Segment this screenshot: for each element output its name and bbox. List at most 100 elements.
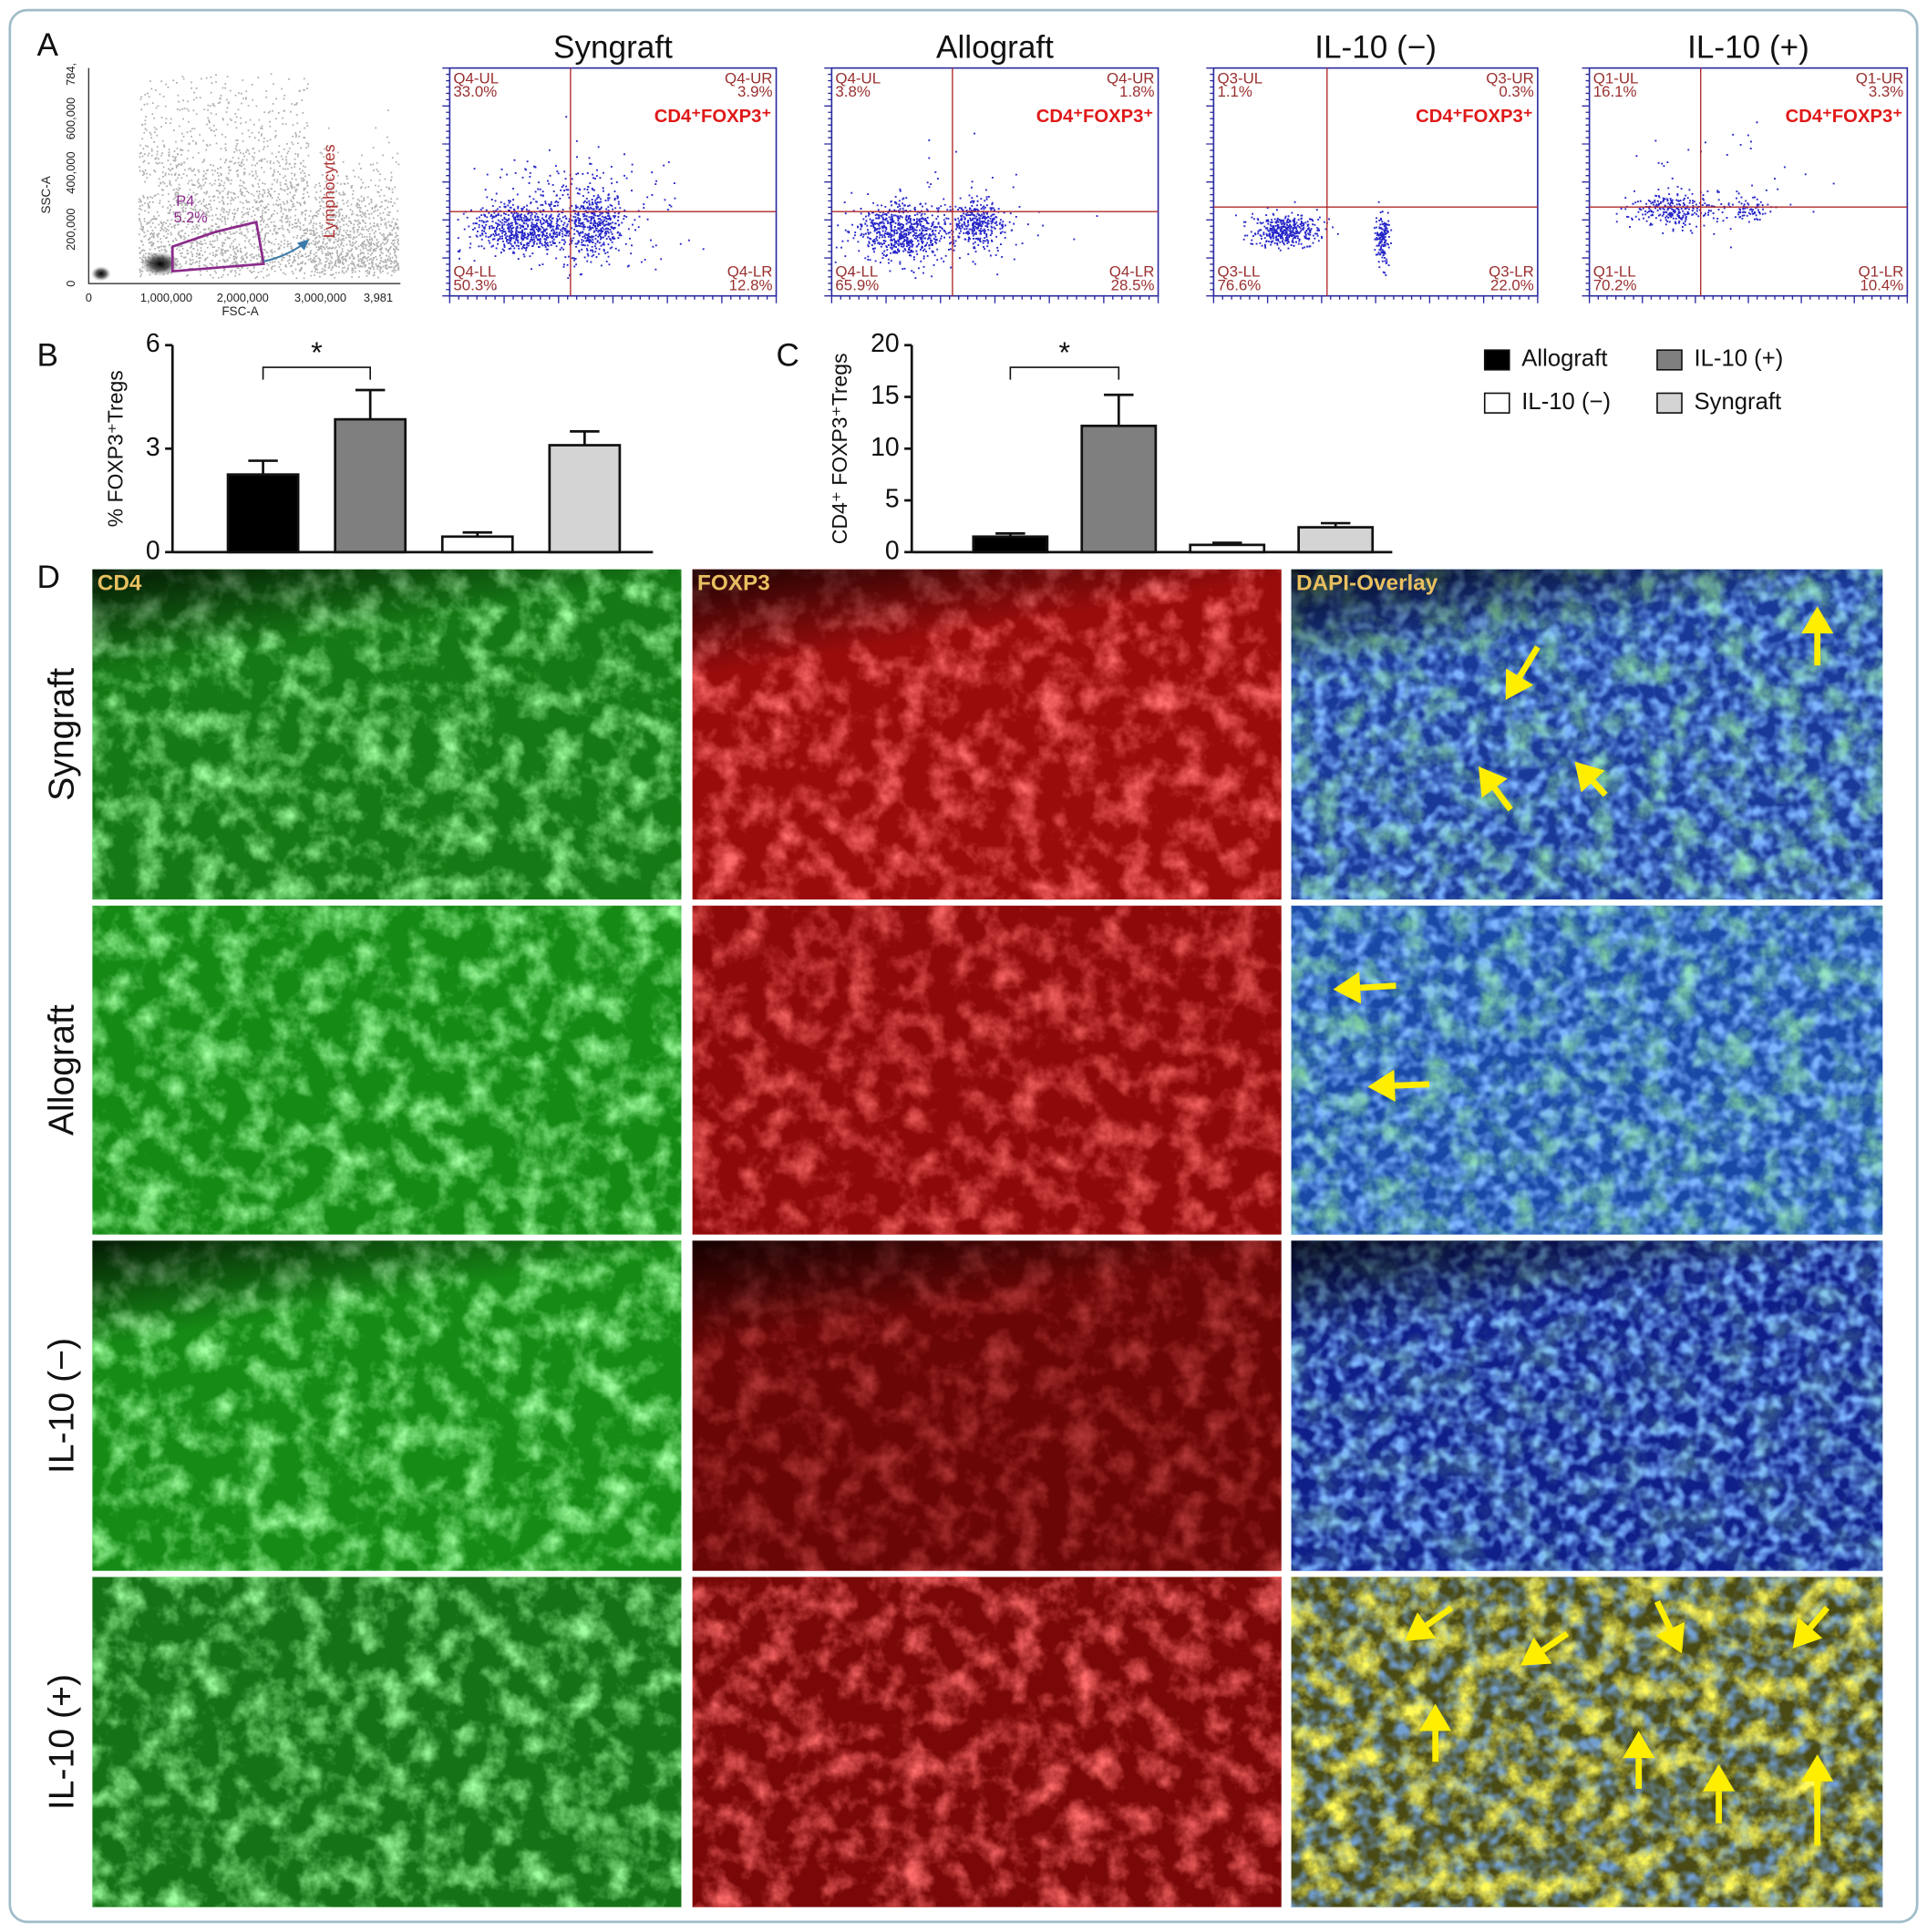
y-tick-label: 784, (64, 63, 77, 86)
row-label: Syngraft (43, 668, 82, 801)
quadrant-percent: 76.6% (1217, 276, 1261, 293)
density-core (140, 252, 180, 277)
plot-frame (1212, 67, 1539, 297)
quadrant-name: Q3-UR (1486, 69, 1534, 87)
panel-label: B (37, 338, 58, 374)
column-label: DAPI-Overlay (1296, 570, 1438, 595)
arrow-shaft (1808, 1606, 1830, 1630)
quadrant-percent: 3.3% (1869, 83, 1903, 100)
quadrant-percent: 33.0% (453, 83, 497, 100)
x-tick-label: 1,000,000 (140, 291, 192, 304)
quadrant-percent: 12.8% (729, 276, 773, 293)
micrograph-texture (92, 905, 682, 1235)
x-tick-label: 3,981 (364, 291, 393, 304)
gate-label: CD4⁺FOXP3⁺ (1036, 107, 1153, 127)
quadrant-percent: 3.8% (835, 83, 870, 100)
bar (548, 444, 622, 554)
arrow-head (1792, 1617, 1823, 1649)
y-tick-label: 600,000 (64, 98, 77, 139)
bar (440, 535, 514, 554)
panel-label: C (777, 338, 799, 374)
legend-swatch (1656, 392, 1683, 414)
column-label: FOXP3 (697, 570, 770, 595)
quadrant-percent: 0.3% (1499, 83, 1533, 100)
gate-percent: 5.2% (174, 210, 208, 226)
gate-name: P4 (176, 193, 194, 210)
quadrant-name: Q4-UL (453, 69, 499, 87)
significance-bracket (1009, 366, 1120, 380)
quadrant-name: Q4-UL (835, 69, 881, 87)
quadrant-percent: 70.2% (1593, 276, 1637, 293)
quadrant-percent: 50.3% (453, 276, 497, 293)
y-axis-label: CD4⁺ FOXP3⁺Tregs (828, 353, 851, 544)
plot-frame (448, 67, 778, 297)
column-label: CD4 (98, 570, 142, 595)
arrow-shaft (1541, 1630, 1570, 1653)
arrow-head (1419, 1703, 1452, 1732)
quadrant-percent: 1.8% (1119, 83, 1154, 100)
gate-label: CD4⁺FOXP3⁺ (654, 107, 771, 127)
quadrant-percent: 1.1% (1217, 83, 1252, 100)
plot-title: Allograft (936, 30, 1054, 66)
event-cloud (457, 116, 705, 290)
panel-label: A (37, 27, 59, 63)
quadrant-name: Q3-UL (1217, 69, 1262, 87)
quadrant-name: Q1-LL (1593, 262, 1636, 280)
arrow-head (1801, 606, 1834, 634)
axis-ticks (1582, 67, 1909, 303)
gate-arrowhead (296, 239, 310, 251)
arrow-shaft (1359, 982, 1396, 992)
quadrant-percent: 16.1% (1593, 83, 1637, 100)
gate (170, 220, 265, 273)
y-tick-label: 15 (871, 381, 900, 410)
micrograph-texture (92, 1577, 682, 1907)
arrow-head (1333, 971, 1362, 1004)
y-tick-label: 0 (146, 536, 160, 565)
plot-frame (1588, 67, 1909, 297)
y-tick-label: 400,000 (64, 151, 77, 193)
arrow-head (1702, 1763, 1736, 1792)
quadrant-percent: 65.9% (835, 276, 879, 293)
quadrant-percent: 10.4% (1860, 276, 1903, 293)
event-cloud (1235, 200, 1393, 276)
micrograph-shade (692, 569, 1282, 900)
bar (1297, 526, 1375, 554)
row-label: IL-10 (−) (43, 1338, 82, 1474)
quadrant-name: Q1-LR (1859, 262, 1904, 280)
arrow-head (1574, 761, 1605, 793)
legend-swatch (1483, 392, 1510, 414)
legend-swatch (1483, 349, 1510, 371)
legend-label: Allograft (1521, 346, 1607, 372)
micrograph-texture (692, 905, 1282, 1235)
quadrant-name: Q4-LL (835, 262, 878, 280)
gate-label: CD4⁺FOXP3⁺ (1416, 107, 1532, 127)
micrograph-shade (92, 1240, 682, 1571)
quadrant-name: Q4-LR (727, 262, 773, 280)
y-tick-label: 5 (885, 485, 900, 514)
y-axis-label: SSC-A (39, 176, 53, 213)
arrow-head (1801, 1754, 1834, 1782)
panel-label: D (37, 560, 60, 595)
bar (334, 417, 407, 554)
arrow-head (1478, 766, 1508, 798)
bar (1189, 543, 1266, 554)
population-label: Lymphocytes (320, 144, 338, 238)
arrow-shaft (1591, 779, 1608, 797)
quadrant-name: Q4-UR (1107, 69, 1155, 87)
micrograph-texture (1291, 905, 1883, 1235)
event-cloud (138, 73, 400, 280)
arrow-shaft (1394, 1081, 1430, 1089)
quadrant-percent: 3.9% (737, 83, 772, 100)
y-tick-label: 200,000 (64, 209, 77, 251)
legend-label: IL-10 (−) (1521, 389, 1611, 415)
x-tick-label: 2,000,000 (217, 291, 269, 304)
y-axis-label: % FOXP3⁺Tregs (103, 370, 127, 527)
legend-label: Syngraft (1695, 389, 1782, 415)
quadrant-percent: 28.5% (1111, 276, 1155, 293)
significance-label: * (1059, 336, 1071, 369)
row-label: IL-10 (+) (43, 1674, 82, 1810)
plot-title: IL-10 (−) (1314, 30, 1437, 66)
y-tick-label: 0 (64, 281, 77, 287)
